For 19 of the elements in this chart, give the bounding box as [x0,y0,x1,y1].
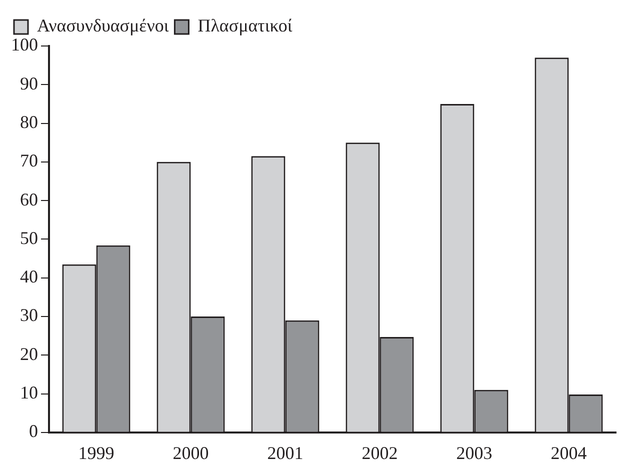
x-tick-label: 2004 [550,442,587,463]
y-tick-label: 10 [20,382,38,402]
y-tick-label: 90 [20,73,38,94]
x-tick-label: 2002 [362,442,398,463]
y-tick-label: 80 [20,112,38,132]
legend-label: Ανασυνδυασμένοι [37,16,169,36]
y-tick-label: 20 [20,344,38,364]
x-tick-label: 2001 [267,442,304,463]
x-tick-label: 2003 [456,442,492,463]
y-tick-label: 30 [20,305,38,326]
y-tick-label: 60 [20,189,38,210]
x-tick-label: 1999 [78,442,114,463]
legend-label: Πλασματικοί [198,16,292,36]
y-tick-label: 100 [11,34,38,55]
y-tick-label: 50 [20,228,38,248]
y-tick-label: 40 [20,266,38,287]
y-tick-label: 0 [29,421,38,442]
x-tick-label: 2000 [172,442,209,463]
y-tick-label: 70 [20,150,38,171]
